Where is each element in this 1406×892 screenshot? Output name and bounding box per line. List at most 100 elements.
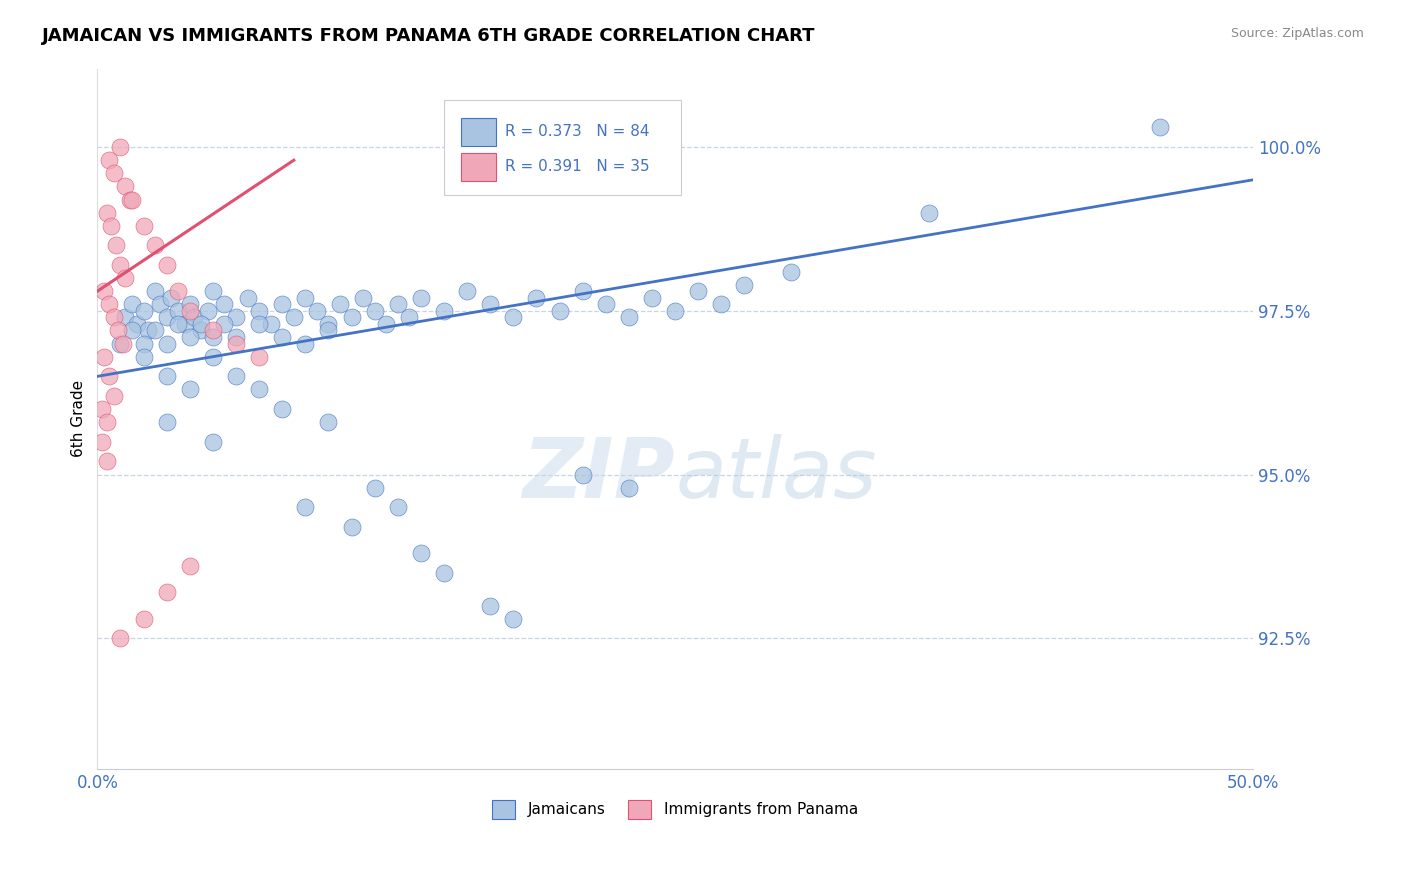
Point	[236, 291, 259, 305]
Point	[156, 369, 179, 384]
Point	[103, 389, 125, 403]
Point	[174, 317, 197, 331]
Point	[571, 284, 593, 298]
Point	[433, 303, 456, 318]
Point	[305, 303, 328, 318]
Point	[479, 599, 502, 613]
Y-axis label: 6th Grade: 6th Grade	[72, 380, 86, 458]
Point	[96, 205, 118, 219]
Point	[110, 258, 132, 272]
Point	[104, 238, 127, 252]
Point	[779, 264, 801, 278]
Point	[340, 520, 363, 534]
Point	[121, 193, 143, 207]
Point	[132, 350, 155, 364]
Point	[143, 324, 166, 338]
Point	[225, 336, 247, 351]
Point	[617, 310, 640, 325]
Point	[156, 310, 179, 325]
Point	[294, 500, 316, 515]
Point	[201, 284, 224, 298]
Point	[136, 324, 159, 338]
Point	[688, 284, 710, 298]
Point	[318, 415, 340, 429]
Point	[595, 297, 617, 311]
Point	[190, 317, 212, 331]
Point	[387, 297, 409, 311]
Point	[271, 297, 294, 311]
Point	[156, 258, 179, 272]
Point	[179, 303, 201, 318]
Point	[247, 317, 270, 331]
Point	[526, 291, 548, 305]
Point	[118, 193, 141, 207]
Point	[409, 546, 432, 560]
Point	[294, 291, 316, 305]
Point	[502, 310, 524, 325]
Point	[283, 310, 305, 325]
Point	[733, 277, 755, 292]
Bar	[461, 153, 496, 181]
Point	[271, 330, 294, 344]
Point	[201, 324, 224, 338]
Point	[617, 481, 640, 495]
Point	[110, 632, 132, 646]
Point	[156, 415, 179, 429]
Point	[121, 324, 143, 338]
Point	[197, 303, 219, 318]
Point	[329, 297, 352, 311]
Point	[156, 336, 179, 351]
Point	[318, 324, 340, 338]
Point	[132, 612, 155, 626]
Point	[110, 140, 132, 154]
Point	[641, 291, 664, 305]
Point	[398, 310, 420, 325]
Point	[107, 324, 129, 338]
FancyBboxPatch shape	[444, 100, 681, 194]
Point	[114, 179, 136, 194]
Point	[111, 336, 134, 351]
Point	[179, 297, 201, 311]
Point	[110, 336, 132, 351]
Point	[225, 330, 247, 344]
Text: R = 0.391   N = 35: R = 0.391 N = 35	[505, 159, 650, 174]
Point	[247, 303, 270, 318]
Point	[96, 415, 118, 429]
Point	[179, 559, 201, 574]
Point	[664, 303, 686, 318]
Text: R = 0.373   N = 84: R = 0.373 N = 84	[505, 124, 650, 139]
Point	[132, 303, 155, 318]
Point	[103, 166, 125, 180]
Point	[97, 297, 120, 311]
Point	[160, 291, 183, 305]
Point	[271, 402, 294, 417]
Point	[375, 317, 398, 331]
Point	[91, 402, 114, 417]
Point	[247, 383, 270, 397]
Point	[225, 369, 247, 384]
Text: Source: ZipAtlas.com: Source: ZipAtlas.com	[1230, 27, 1364, 40]
Point	[125, 317, 148, 331]
Point	[167, 284, 190, 298]
Point	[179, 383, 201, 397]
Point	[149, 297, 172, 311]
Point	[132, 219, 155, 233]
Point	[409, 291, 432, 305]
Text: atlas: atlas	[675, 434, 877, 516]
Point	[132, 336, 155, 351]
Point	[571, 467, 593, 482]
Point	[156, 585, 179, 599]
Point	[214, 317, 236, 331]
Point	[247, 350, 270, 364]
Legend: Jamaicans, Immigrants from Panama: Jamaicans, Immigrants from Panama	[486, 794, 863, 825]
Point	[93, 284, 115, 298]
Point	[214, 297, 236, 311]
Point	[201, 330, 224, 344]
Point	[201, 434, 224, 449]
Point	[433, 566, 456, 580]
Point	[183, 310, 205, 325]
Point	[363, 481, 385, 495]
Point	[918, 205, 941, 219]
Point	[143, 284, 166, 298]
Text: JAMAICAN VS IMMIGRANTS FROM PANAMA 6TH GRADE CORRELATION CHART: JAMAICAN VS IMMIGRANTS FROM PANAMA 6TH G…	[42, 27, 815, 45]
